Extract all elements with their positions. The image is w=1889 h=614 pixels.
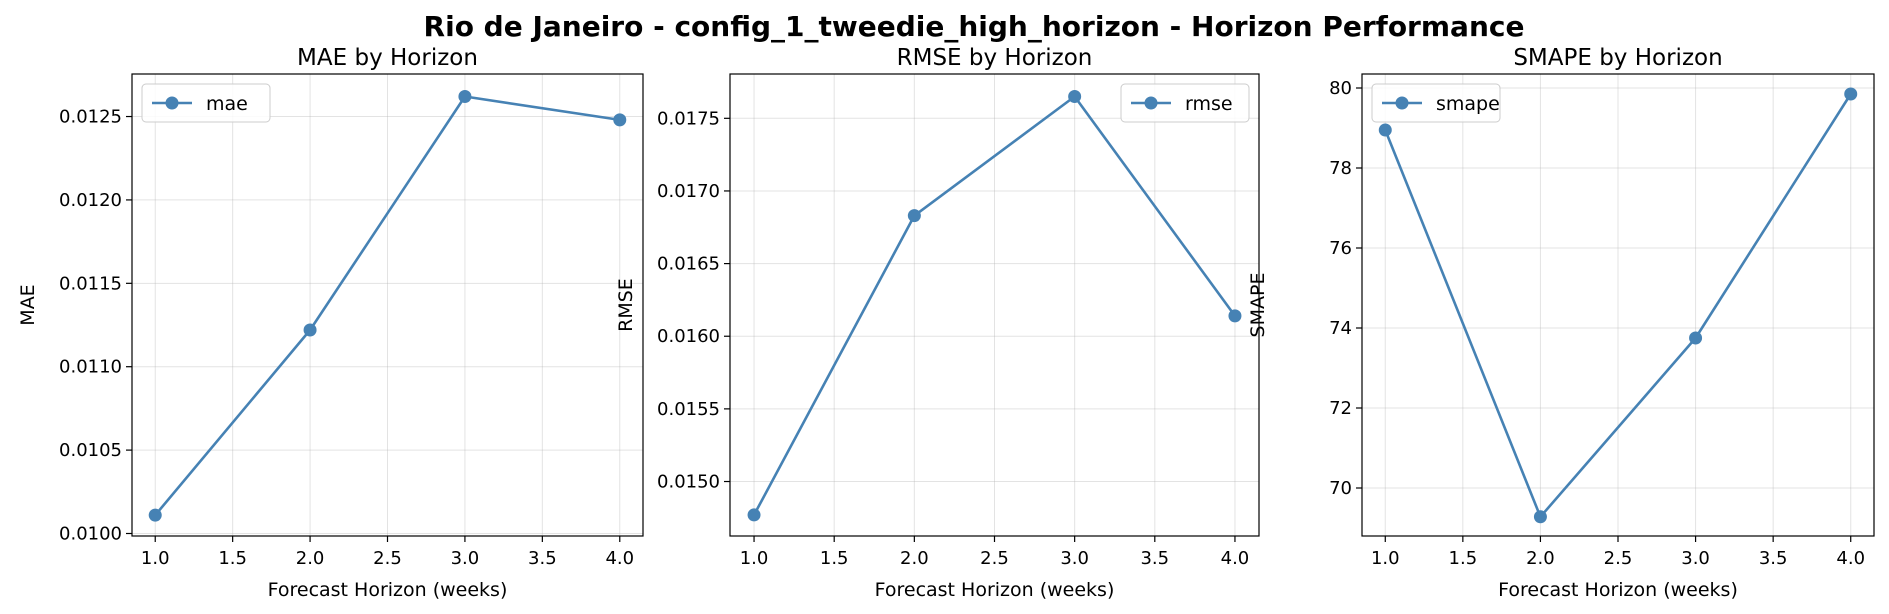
rmse-ytick-label: 0.0165 (657, 254, 720, 275)
smape-xtick-label: 1.5 (1449, 548, 1478, 569)
mae-yaxis-label: MAE (17, 284, 39, 325)
mae-xtick-label: 2.0 (296, 548, 325, 569)
rmse-xtick-label: 3.5 (1140, 548, 1169, 569)
rmse-data-point (1068, 90, 1082, 104)
mae-ytick-label: 0.0100 (59, 523, 122, 544)
smape-legend: smape (1371, 83, 1501, 123)
rmse-xtick-label: 4.0 (1221, 548, 1250, 569)
smape-yaxis-label: SMAPE (1247, 273, 1269, 338)
mae-panel: 1.0 1.5 2.0 2.5 3.0 3.5 4.0 0.0100 0.0105 0.0110 0… (17, 45, 644, 601)
chart-panels: 1.0 1.5 2.0 2.5 3.0 3.5 4.0 0.0100 0.0105 0.0110 0… (17, 45, 1875, 601)
mae-ytick-label: 0.0105 (59, 440, 122, 461)
smape-panel: 1.0 1.5 2.0 2.5 3.0 3.5 4.0 70 72 74 76 78 80 SMAPE b… (1247, 45, 1875, 601)
smape-ytick-label: 72 (1329, 398, 1352, 419)
smape-panel-title: SMAPE by Horizon (1513, 45, 1722, 71)
smape-xtick-label: 3.0 (1681, 548, 1710, 569)
mae-legend-box (141, 83, 271, 123)
rmse-legend-box (1120, 83, 1250, 123)
mae-series-line (154, 95, 620, 516)
smape-xtick-label: 2.0 (1526, 548, 1555, 569)
mae-ytick-label: 0.0125 (59, 107, 122, 128)
smape-xtick-label: 2.5 (1604, 548, 1633, 569)
rmse-xtick-label: 2.5 (980, 548, 1009, 569)
smape-legend-marker (1395, 96, 1409, 110)
smape-ytick-label: 80 (1329, 78, 1352, 99)
figure-title: Rio de Janeiro - config_1_tweedie_high_h… (424, 10, 1525, 43)
mae-data-point (613, 113, 627, 127)
rmse-data-point (747, 508, 761, 522)
rmse-series-line (752, 95, 1237, 516)
mae-ytick-label: 0.0115 (59, 273, 122, 294)
smape-axes-frame (1361, 73, 1875, 537)
smape-xtick-label: 4.0 (1836, 548, 1865, 569)
mae-ytick-label: 0.0110 (59, 357, 122, 378)
mae-ytick-label: 0.0120 (59, 190, 122, 211)
rmse-ytick-label: 0.0175 (657, 108, 720, 129)
rmse-ytick-label: 0.0150 (657, 472, 720, 493)
rmse-data-point (1228, 309, 1242, 323)
smape-ytick-label: 78 (1329, 158, 1352, 179)
mae-xtick-label: 1.5 (218, 548, 247, 569)
rmse-xtick-label: 1.0 (740, 548, 769, 569)
mae-xtick-label: 4.0 (605, 548, 634, 569)
mae-legend: mae (141, 83, 271, 123)
smape-ytick-label: 74 (1329, 318, 1352, 339)
mae-xtick-label: 1.0 (141, 548, 170, 569)
rmse-data-point (907, 209, 921, 223)
mae-axes-frame (131, 73, 644, 537)
rmse-legend-marker (1144, 96, 1158, 110)
smape-ytick-label: 76 (1329, 238, 1352, 259)
rmse-xtick-label: 1.5 (820, 548, 849, 569)
rmse-legend-label: rmse (1185, 93, 1233, 115)
mae-data-point (303, 323, 317, 337)
mae-data-point (458, 90, 472, 104)
smape-data-point (1844, 87, 1858, 101)
rmse-xtick-label: 2.0 (900, 548, 929, 569)
smape-series-line (1384, 93, 1852, 519)
smape-legend-box (1371, 83, 1501, 123)
smape-data-point (1533, 510, 1547, 524)
smape-xtick-label: 1.0 (1371, 548, 1400, 569)
rmse-legend: rmse (1120, 83, 1250, 123)
rmse-ytick-label: 0.0170 (657, 181, 720, 202)
smape-data-point (1378, 123, 1392, 137)
rmse-xtick-label: 3.0 (1060, 548, 1089, 569)
mae-panel-title: MAE by Horizon (297, 45, 478, 71)
mae-data-point (148, 508, 162, 522)
rmse-ytick-label: 0.0160 (657, 326, 720, 347)
rmse-xaxis-label: Forecast Horizon (weeks) (875, 579, 1115, 601)
mae-legend-marker (165, 96, 179, 110)
smape-data-point (1689, 331, 1703, 345)
rmse-yaxis-label: RMSE (615, 278, 637, 332)
rmse-panel: 1.0 1.5 2.0 2.5 3.0 3.5 4.0 0.0150 0.0155 0.0160 0… (615, 45, 1260, 601)
mae-xaxis-label: Forecast Horizon (weeks) (268, 579, 508, 601)
rmse-axes-frame (729, 73, 1260, 537)
rmse-ytick-label: 0.0155 (657, 399, 720, 420)
mae-xtick-label: 2.5 (373, 548, 402, 569)
mae-xtick-label: 3.0 (451, 548, 480, 569)
rmse-panel-title: RMSE by Horizon (897, 45, 1093, 71)
smape-legend-label: smape (1436, 93, 1500, 115)
smape-xaxis-label: Forecast Horizon (weeks) (1498, 579, 1738, 601)
mae-legend-label: mae (206, 93, 248, 115)
smape-ytick-label: 70 (1329, 478, 1352, 499)
mae-xtick-label: 3.5 (528, 548, 557, 569)
smape-xtick-label: 3.5 (1759, 548, 1788, 569)
